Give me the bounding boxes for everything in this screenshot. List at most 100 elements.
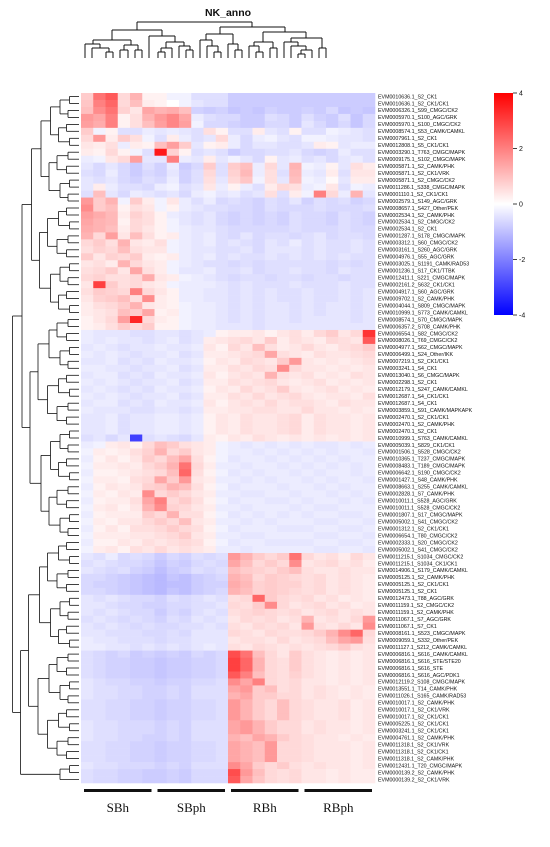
heatmap-cell — [154, 601, 168, 610]
heatmap-cell — [228, 316, 241, 324]
heatmap-cell — [105, 580, 119, 589]
heatmap-cell — [93, 155, 106, 163]
heatmap-cell — [215, 113, 229, 122]
heatmap-cell — [240, 169, 253, 177]
heatmap-cell — [81, 685, 94, 693]
heatmap-cell — [130, 601, 143, 610]
heatmap-cell — [142, 253, 155, 261]
heatmap-cell — [117, 141, 131, 150]
heatmap-cell — [142, 727, 155, 735]
heatmap-cell — [179, 539, 192, 547]
heatmap-cell — [228, 364, 241, 373]
heatmap-cell — [105, 288, 119, 296]
heatmap-cell — [326, 413, 339, 421]
heatmap-cell — [179, 748, 192, 756]
heatmap-cell — [130, 692, 143, 700]
heatmap-cell — [117, 253, 131, 261]
heatmap-cell — [166, 204, 180, 212]
heatmap-cell — [81, 490, 94, 498]
heatmap-cell — [154, 727, 168, 735]
heatmap-cell — [81, 776, 94, 784]
heatmap-cell — [277, 350, 290, 359]
heatmap-cell — [326, 281, 339, 289]
heatmap-cell — [130, 190, 143, 198]
heatmap-cell — [215, 629, 229, 637]
heatmap-cell — [154, 594, 168, 603]
heatmap-cell — [264, 267, 278, 275]
heatmap-cell — [228, 720, 241, 728]
heatmap-cell — [252, 148, 266, 157]
row-label: EVM0001427.1_S48_CAMK/PHK — [378, 478, 458, 484]
heatmap-cell — [215, 518, 229, 526]
heatmap-cell — [203, 692, 217, 700]
heatmap-cell — [313, 734, 327, 742]
heatmap-cell — [203, 357, 217, 366]
heatmap-cell — [240, 260, 253, 268]
heatmap-cell — [289, 671, 302, 679]
heatmap-cell — [362, 197, 376, 205]
heatmap-cell — [240, 246, 253, 254]
heatmap-cell — [362, 204, 376, 212]
heatmap-cell — [277, 490, 290, 498]
heatmap-cell — [240, 455, 253, 463]
heatmap-cell — [93, 636, 106, 644]
heatmap-cell — [240, 664, 253, 672]
heatmap-cell — [240, 309, 253, 317]
heatmap-cell — [289, 532, 302, 540]
heatmap-cell — [313, 392, 327, 400]
heatmap-cell — [191, 225, 204, 233]
heatmap-cell — [203, 267, 217, 275]
heatmap-cell — [179, 364, 192, 373]
heatmap-cell — [93, 350, 106, 359]
heatmap-cell — [130, 573, 143, 582]
heatmap-cell — [326, 755, 339, 763]
heatmap-cell — [191, 267, 204, 275]
heatmap-cell — [93, 685, 106, 693]
heatmap-cell — [105, 378, 119, 387]
heatmap-cell — [81, 566, 94, 575]
heatmap-cell — [203, 113, 217, 122]
heatmap-cell — [350, 239, 364, 247]
heatmap-cell — [362, 274, 376, 282]
heatmap-cell — [81, 93, 94, 101]
heatmap-cell — [215, 769, 229, 777]
heatmap-cell — [326, 734, 339, 742]
heatmap-cell — [362, 420, 376, 428]
heatmap-cell — [362, 511, 376, 519]
heatmap-cell — [203, 441, 217, 449]
heatmap-cell — [117, 204, 131, 212]
heatmap-cell — [362, 343, 376, 352]
heatmap-cell — [215, 455, 229, 463]
heatmap-cell — [179, 120, 192, 129]
heatmap-cell — [228, 601, 241, 610]
heatmap-cell — [117, 559, 131, 568]
heatmap-cell — [142, 364, 155, 373]
heatmap-cell — [179, 762, 192, 770]
heatmap-cell — [313, 93, 327, 101]
heatmap-cell — [93, 197, 106, 205]
heatmap-cell — [93, 741, 106, 749]
row-label: EVM0006816.1_S616_CAMK/CAMKL — [378, 652, 468, 658]
heatmap-cell — [301, 99, 315, 108]
heatmap-cell — [301, 218, 315, 226]
heatmap-cell — [338, 176, 351, 184]
heatmap-cell — [350, 580, 364, 589]
heatmap-cell — [350, 539, 364, 547]
heatmap-cell — [105, 650, 119, 658]
heatmap-cell — [289, 546, 302, 554]
heatmap-cell — [215, 288, 229, 296]
heatmap-cell — [277, 169, 290, 177]
heatmap-cell — [228, 727, 241, 735]
heatmap-cell — [277, 664, 290, 672]
heatmap-cell — [81, 134, 94, 143]
heatmap-cell — [228, 413, 241, 421]
heatmap-cell — [313, 183, 327, 191]
heatmap-cell — [264, 636, 278, 644]
heatmap-cell — [326, 204, 339, 212]
heatmap-cell — [154, 336, 168, 345]
heatmap-cell — [166, 218, 180, 226]
heatmap-cell — [142, 518, 155, 526]
row-label: EVM0008483.1_T189_CMGC/MAPK — [378, 464, 466, 470]
heatmap-cell — [179, 455, 192, 463]
heatmap-cell — [166, 364, 180, 373]
